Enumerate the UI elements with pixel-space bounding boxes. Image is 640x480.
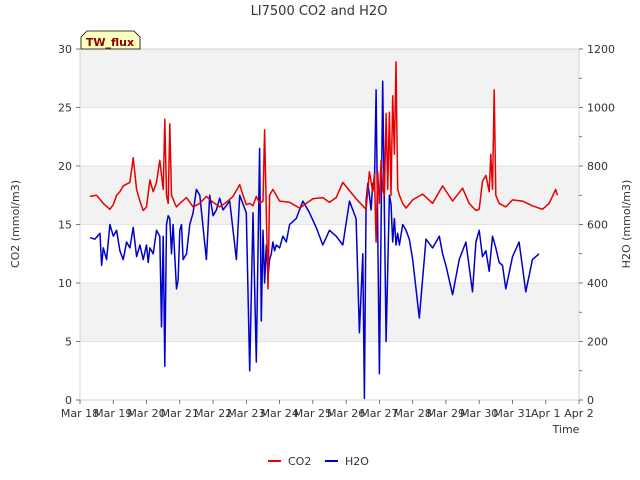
left-tick-label: 25	[58, 102, 72, 115]
right-tick-label: 1000	[587, 102, 615, 115]
left-tick-label: 20	[58, 160, 72, 173]
x-tick-label: Mar 22	[194, 407, 232, 420]
x-tick-label: Mar 31	[493, 407, 531, 420]
co2-series-line	[89, 61, 559, 290]
left-tick-label: 30	[58, 43, 72, 56]
legend: CO2 H2O	[268, 455, 369, 468]
annotation-box: TW_flux	[80, 30, 141, 50]
background-bands	[80, 49, 579, 342]
x-tick-label: Mar 20	[127, 407, 165, 420]
right-tick-label: 600	[587, 219, 608, 232]
right-tick-label: 400	[587, 277, 608, 290]
legend-co2-label: CO2	[288, 455, 311, 468]
right-axis-ticks: 0 200 400 600 800 1000 1200	[579, 43, 615, 407]
right-tick-label: 800	[587, 160, 608, 173]
x-tick-label: Mar 29	[427, 407, 465, 420]
x-axis-label: Time	[552, 423, 580, 436]
x-tick-label: Mar 18	[61, 407, 99, 420]
annotation-text: TW_flux	[86, 36, 134, 49]
right-tick-label: 1200	[587, 43, 615, 56]
x-tick-label: Mar 26	[327, 407, 365, 420]
legend-h2o-label: H2O	[345, 455, 369, 468]
x-tick-label: Mar 30	[460, 407, 498, 420]
right-tick-label: 200	[587, 336, 608, 349]
h2o-series-line	[89, 80, 540, 400]
left-tick-label: 5	[65, 336, 72, 349]
x-tick-label: Mar 23	[227, 407, 265, 420]
right-tick-label: 0	[587, 394, 594, 407]
x-tick-label: Mar 24	[260, 407, 298, 420]
background-band	[80, 166, 579, 225]
x-tick-label: Mar 28	[394, 407, 432, 420]
left-tick-label: 0	[65, 394, 72, 407]
background-band	[80, 49, 579, 108]
background-band	[80, 283, 579, 342]
series-layer	[89, 61, 559, 400]
left-tick-label: 10	[58, 277, 72, 290]
left-tick-label: 15	[58, 219, 72, 232]
x-tick-label: Mar 21	[161, 407, 199, 420]
x-tick-label: Apr 2	[564, 407, 594, 420]
left-axis-label: CO2 (mmol/m3)	[9, 180, 22, 268]
x-tick-label: Mar 27	[360, 407, 398, 420]
annotation-shape	[80, 30, 141, 50]
right-axis-label: H2O (mmol/m3)	[620, 180, 633, 269]
chart-title: LI7500 CO2 and H2O	[251, 4, 388, 19]
left-axis-ticks: 0 5 10 15 20 25 30	[58, 43, 80, 407]
x-tick-label: Apr 1	[531, 407, 561, 420]
x-tick-label: Mar 19	[94, 407, 132, 420]
x-tick-label: Mar 25	[294, 407, 332, 420]
